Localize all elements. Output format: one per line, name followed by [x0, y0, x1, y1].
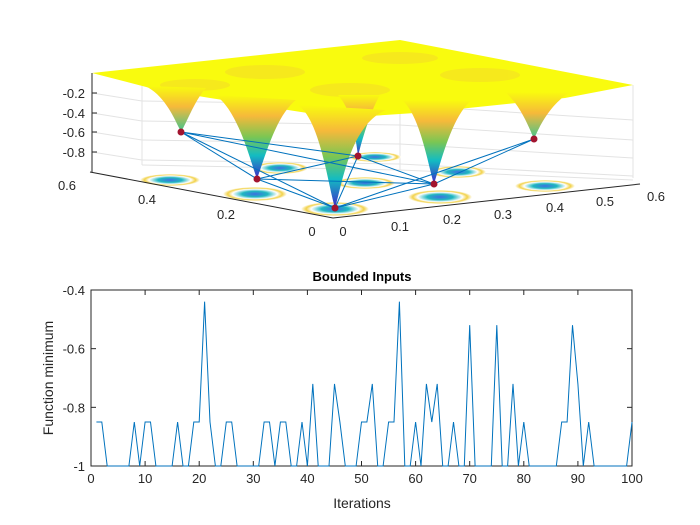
x-tick-label: 0.3 — [494, 207, 512, 222]
y-tick-label: 0.6 — [58, 178, 76, 193]
line-chart: Bounded Inputs 0 10 20 30 40 50 60 70 80 90 100 -0… — [40, 269, 643, 511]
x-tick-label: 30 — [246, 471, 260, 486]
marker — [530, 135, 538, 143]
chart-title: Bounded Inputs — [313, 269, 412, 284]
floor-contours — [140, 152, 575, 216]
marker — [430, 180, 438, 188]
surface-dimples — [160, 52, 520, 97]
surface-well — [402, 100, 472, 184]
y-tick-label: 0.2 — [217, 207, 235, 222]
z-tick-label: -0.4 — [63, 106, 85, 121]
z-tick-label: -0.2 — [63, 86, 85, 101]
y-tick-label: -0.4 — [63, 283, 85, 298]
contour — [140, 174, 200, 186]
contour — [408, 190, 472, 204]
marker — [354, 152, 362, 160]
x-tick-label: 20 — [192, 471, 206, 486]
plot-area — [90, 289, 633, 467]
x-tick-label: 0.4 — [546, 200, 564, 215]
x-tick-label: 80 — [517, 471, 531, 486]
surface-well — [215, 95, 296, 179]
axis-lines — [89, 73, 641, 219]
x-tick-label: 0 — [339, 224, 346, 239]
y-tick-labels: -0.4 -0.6 -0.8 -1 — [63, 283, 85, 474]
z-tick-label: -0.8 — [63, 145, 85, 160]
surface-well — [145, 86, 206, 132]
y-tick-label: -1 — [73, 459, 85, 474]
marker — [253, 175, 261, 183]
search-path-lines — [180, 131, 535, 209]
x-tick-label: 50 — [354, 471, 368, 486]
y-tick-label: 0.4 — [138, 192, 156, 207]
contour — [335, 177, 395, 189]
z-tick-label: -0.6 — [63, 125, 85, 140]
x-tick-label: 100 — [621, 471, 643, 486]
contour — [349, 152, 401, 162]
contour — [430, 166, 486, 178]
x-tick-label: 0 — [87, 471, 94, 486]
x-tick-labels: 0 10 20 30 40 50 60 70 80 90 100 — [87, 471, 642, 486]
contour — [515, 180, 575, 192]
x-tick-label: 10 — [138, 471, 152, 486]
surface-axes: -0.2 -0.4 -0.6 -0.8 0 0.2 0.4 0.6 0 0.1 … — [58, 40, 665, 239]
marker — [331, 204, 339, 212]
y-tick-label: -0.6 — [63, 342, 85, 357]
x-tick-label: 0.5 — [596, 194, 614, 209]
surface-well — [298, 105, 386, 208]
y-axis-label: Function minimum — [40, 321, 56, 435]
surface-well — [505, 92, 570, 139]
series-line — [96, 301, 633, 467]
x-tick-label: 70 — [462, 471, 476, 486]
x-axis-label: Iterations — [333, 495, 391, 511]
y-tick-label: -0.8 — [63, 400, 85, 415]
x-tick-label: 40 — [300, 471, 314, 486]
y-tick-label: 0 — [308, 224, 315, 239]
contour — [223, 187, 287, 201]
x-tick-label: 0.1 — [391, 219, 409, 234]
minimum-markers — [177, 128, 538, 212]
x-tick-label: 0.2 — [443, 212, 461, 227]
marker — [177, 128, 185, 136]
x-tick-label: 0.6 — [647, 189, 665, 204]
x-tick-label: 90 — [571, 471, 585, 486]
x-tick-label: 60 — [408, 471, 422, 486]
